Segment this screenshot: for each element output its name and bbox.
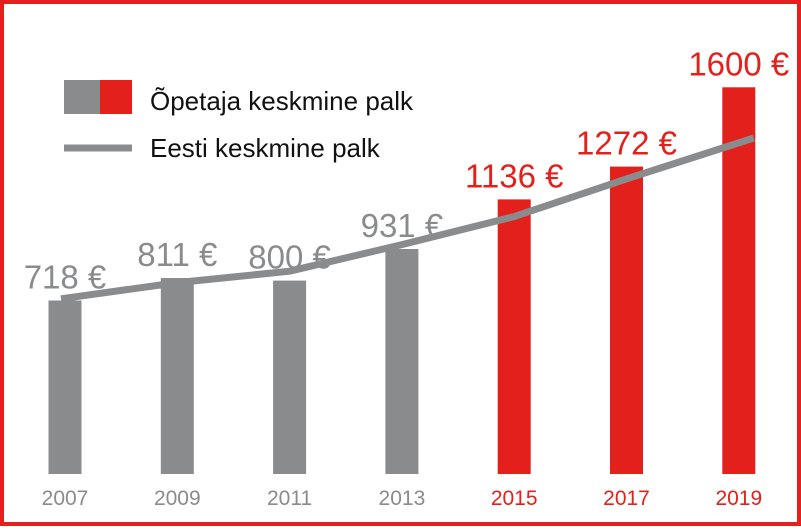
bar-2019	[722, 87, 756, 475]
bar-2015	[497, 199, 531, 474]
bar-2017	[610, 166, 643, 474]
bar-2011	[273, 280, 307, 474]
legend-label-teacher: Õpetaja keskmine palk	[150, 86, 414, 116]
salary-chart: 718 € 811 € 800 € 931 € 1136 € 1272 € 1600 € 2…	[24, 45, 790, 510]
year-label-2013: 2013	[379, 487, 426, 510]
bar-2013	[385, 249, 419, 474]
year-label-2011: 2011	[267, 487, 312, 510]
year-label-2019: 2019	[715, 487, 762, 510]
value-label-2009: 811 €	[137, 236, 217, 273]
bar-2007	[48, 300, 82, 474]
legend-swatch-gray	[64, 80, 100, 114]
value-label-2013: 931 €	[361, 207, 444, 244]
value-label-2011: 800 €	[248, 239, 331, 276]
year-label-2015: 2015	[491, 487, 538, 510]
legend-label-estonia: Eesti keskmine palk	[150, 133, 381, 163]
year-label-2009: 2009	[154, 487, 201, 510]
value-label-2017: 1272 €	[576, 125, 677, 162]
value-label-2019: 1600 €	[688, 45, 789, 82]
bar-2009	[160, 278, 194, 474]
line-layer	[60, 134, 755, 303]
line-eesti-keskmine-palk	[60, 134, 755, 303]
year-label-2007: 2007	[42, 487, 89, 510]
value-label-2007: 718 €	[24, 259, 107, 296]
bar-group	[48, 87, 756, 475]
year-label-group: 2007 2009 2011 2013 2015 2017 2019	[42, 487, 763, 510]
legend: Õpetaja keskmine palk Eesti keskmine pal…	[64, 80, 414, 163]
legend-swatch-red	[100, 80, 132, 114]
value-label-2015: 1136 €	[465, 157, 563, 194]
value-label-group: 718 € 811 € 800 € 931 € 1136 € 1272 € 1600 €	[24, 45, 790, 295]
year-label-2017: 2017	[603, 487, 650, 510]
